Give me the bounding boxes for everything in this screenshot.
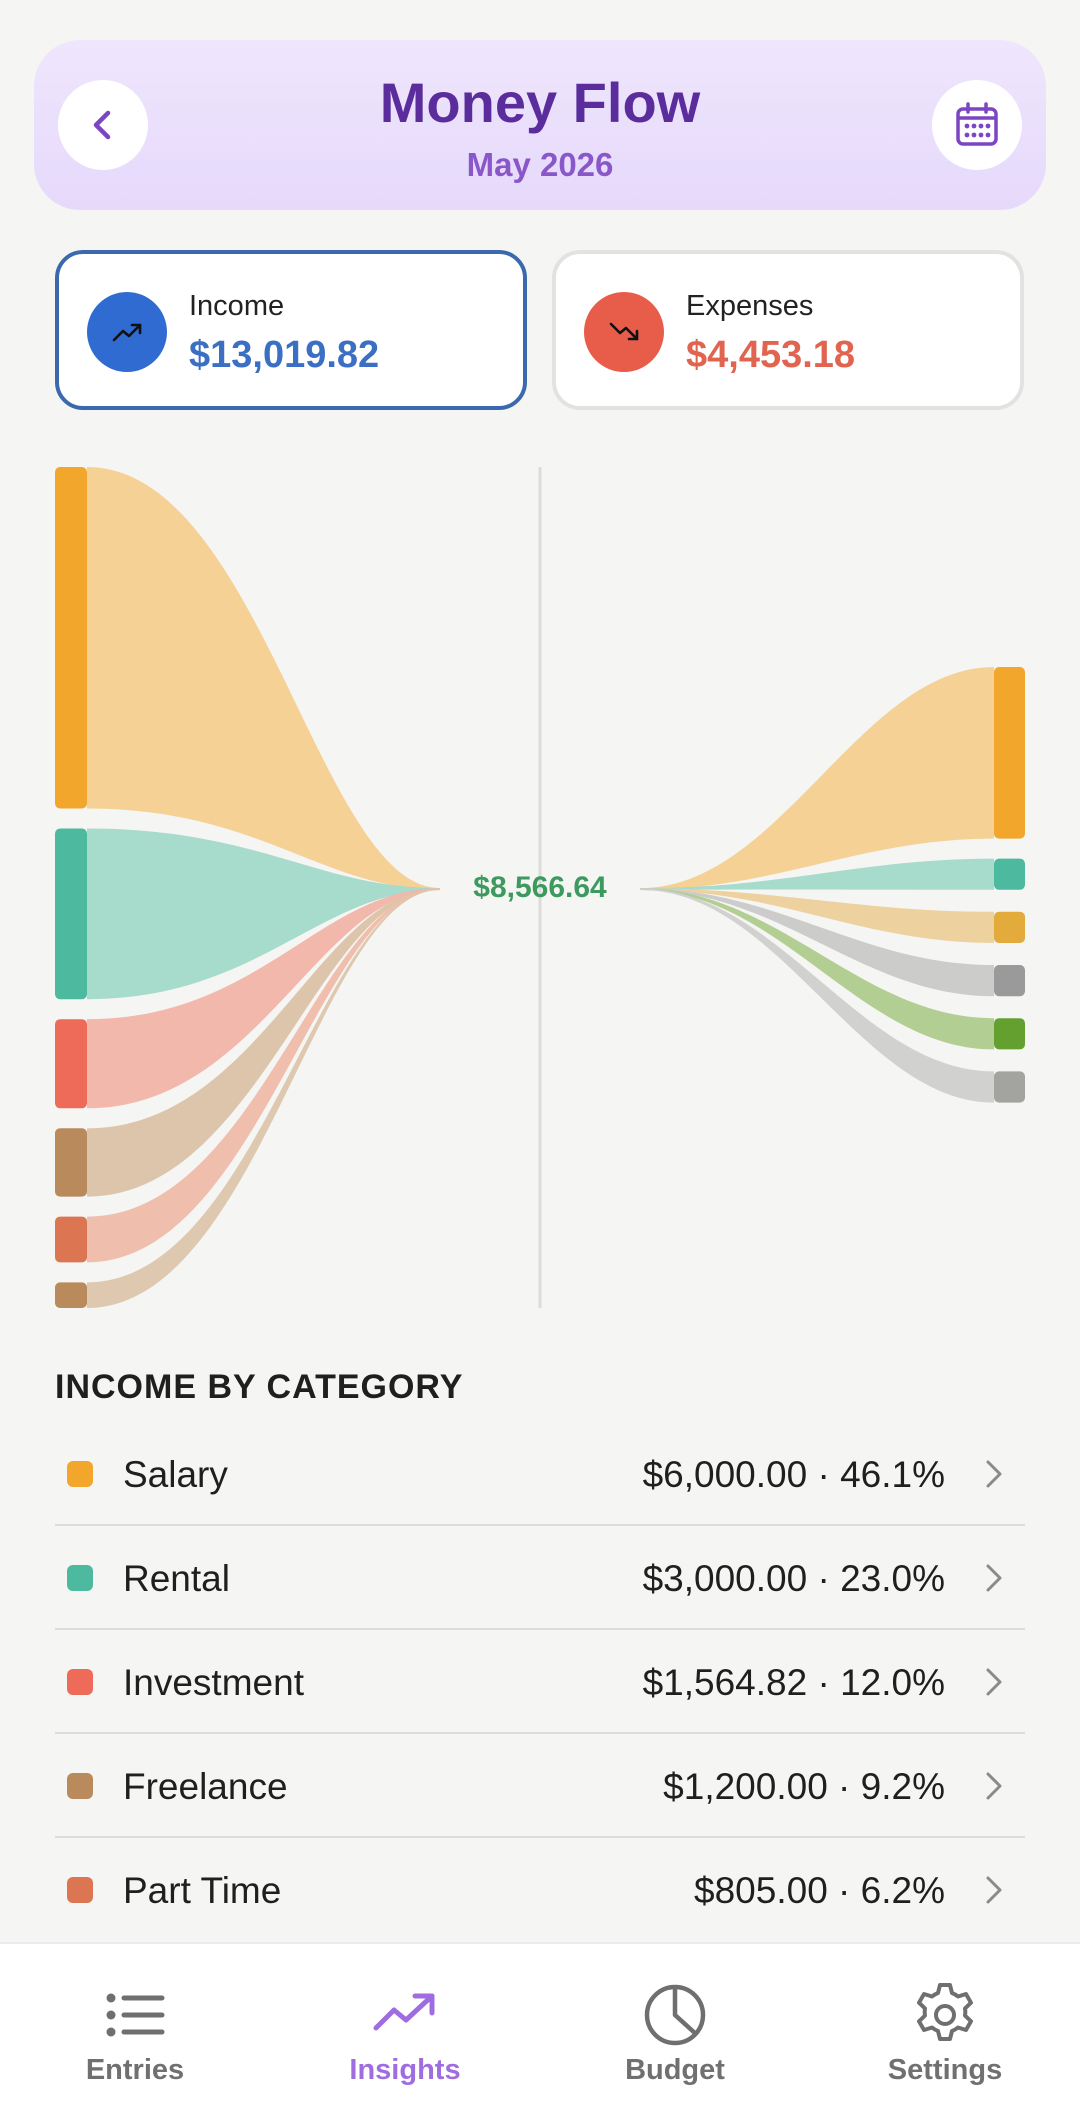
chevron-right-icon xyxy=(986,1460,1002,1488)
category-name: Part Time xyxy=(123,1870,282,1911)
income-node xyxy=(55,467,87,809)
page-title: Money Flow xyxy=(379,71,701,134)
expense-flow-band xyxy=(640,888,994,943)
section-title: INCOME BY CATEGORY xyxy=(55,1368,464,1406)
income-node xyxy=(55,1128,87,1197)
income-icon-badge xyxy=(87,292,167,372)
net-flow-amount: $8,566.64 xyxy=(473,871,607,904)
chevron-right-icon xyxy=(986,1876,1002,1904)
nav-label: Budget xyxy=(625,2054,725,2086)
category-color-dot xyxy=(67,1877,93,1903)
list-item[interactable]: Part Time $805.00 · 6.2% xyxy=(55,1838,1025,1942)
income-flow-band xyxy=(87,467,440,890)
nav-insights[interactable]: Insights xyxy=(270,1944,540,2111)
category-color-dot xyxy=(67,1461,93,1487)
category-name: Investment xyxy=(123,1662,304,1703)
category-value: $1,200.00 · 9.2% xyxy=(663,1766,945,1807)
category-name: Salary xyxy=(123,1454,228,1495)
income-node xyxy=(55,1282,87,1308)
trending-down-icon xyxy=(609,322,639,341)
calendar-button[interactable] xyxy=(932,80,1022,170)
category-name: Freelance xyxy=(123,1766,288,1807)
category-name: Rental xyxy=(123,1558,230,1599)
income-category-list: Salary $6,000.00 · 46.1% Rental $3,000.0… xyxy=(55,1422,1025,1942)
category-color-dot xyxy=(67,1669,93,1695)
nav-label: Settings xyxy=(887,2054,1003,2086)
trending-up-icon xyxy=(373,1993,435,2031)
nav-budget[interactable]: Budget xyxy=(540,1944,810,2111)
list-item[interactable]: Rental $3,000.00 · 23.0% xyxy=(55,1526,1025,1630)
income-card[interactable]: Income $13,019.82 xyxy=(55,250,527,410)
chevron-right-icon xyxy=(986,1668,1002,1696)
income-flow-band xyxy=(87,888,440,1263)
category-value: $805.00 · 6.2% xyxy=(694,1870,945,1911)
nav-label: Entries xyxy=(85,2054,185,2086)
income-node xyxy=(55,1216,87,1263)
expenses-label: Expenses xyxy=(686,290,814,322)
expenses-amount: $4,453.18 xyxy=(686,334,856,376)
expense-node xyxy=(994,667,1025,839)
app-header: Money Flow May 2026 xyxy=(34,40,1046,210)
expense-node xyxy=(994,911,1025,943)
category-value: $1,564.82 · 12.0% xyxy=(642,1662,945,1703)
income-label: Income xyxy=(189,290,285,322)
expense-node xyxy=(994,858,1025,890)
expense-node xyxy=(994,1018,1025,1050)
list-icon xyxy=(106,1993,165,2037)
period-subtitle[interactable]: May 2026 xyxy=(466,146,614,183)
expense-flow-band xyxy=(640,888,994,1103)
chevron-right-icon xyxy=(986,1564,1002,1592)
trending-up-icon xyxy=(112,323,142,342)
bottom-nav: Entries Insights Budget Settings xyxy=(0,1942,1080,2111)
list-item[interactable]: Freelance $1,200.00 · 9.2% xyxy=(55,1734,1025,1838)
expense-flow-band xyxy=(640,888,994,997)
list-item[interactable]: Investment $1,564.82 · 12.0% xyxy=(55,1630,1025,1734)
nav-label: Insights xyxy=(349,2054,461,2086)
income-flow-band xyxy=(87,828,440,1000)
back-button[interactable] xyxy=(58,80,148,170)
category-color-dot xyxy=(67,1773,93,1799)
expense-node xyxy=(994,1071,1025,1103)
list-item[interactable]: Salary $6,000.00 · 46.1% xyxy=(55,1422,1025,1526)
expense-flow-band xyxy=(640,888,994,1050)
chevron-right-icon xyxy=(986,1772,1002,1800)
category-value: $6,000.00 · 46.1% xyxy=(642,1454,945,1495)
expense-flow-band xyxy=(640,858,994,890)
expense-flow-band xyxy=(640,667,994,890)
category-value: $3,000.00 · 23.0% xyxy=(642,1558,945,1599)
expense-node xyxy=(994,965,1025,997)
expenses-icon-badge xyxy=(584,292,664,372)
pie-chart-icon xyxy=(644,1984,706,2046)
money-flow-sankey: $8,566.64 xyxy=(55,467,1025,1308)
nav-settings[interactable]: Settings xyxy=(810,1944,1080,2111)
income-flow-band xyxy=(87,888,440,1109)
gear-icon xyxy=(917,1983,973,2041)
income-node xyxy=(55,1019,87,1109)
calendar-icon xyxy=(956,102,998,146)
income-flow-band xyxy=(87,888,440,1197)
income-node xyxy=(55,828,87,1000)
income-amount: $13,019.82 xyxy=(189,334,380,376)
expenses-card[interactable]: Expenses $4,453.18 xyxy=(552,250,1024,410)
chevron-left-icon xyxy=(93,110,111,140)
nav-entries[interactable]: Entries xyxy=(0,1944,270,2111)
category-color-dot xyxy=(67,1565,93,1591)
